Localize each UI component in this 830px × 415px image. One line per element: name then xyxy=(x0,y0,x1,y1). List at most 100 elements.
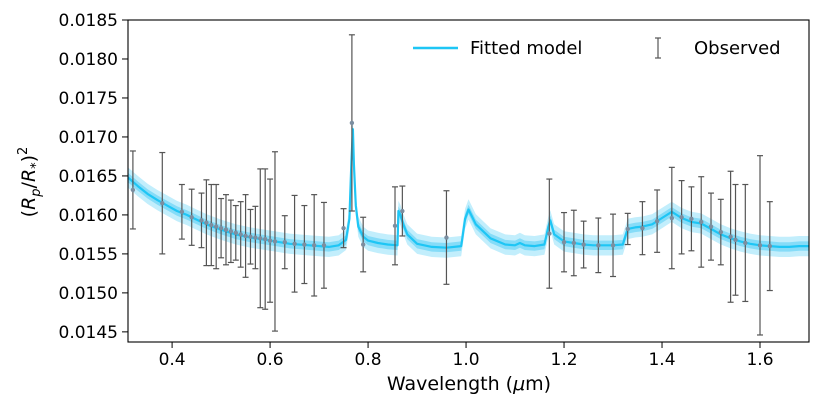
observed-marker xyxy=(654,218,660,224)
observed-series xyxy=(129,34,773,336)
observed-point xyxy=(639,201,646,256)
observed-marker xyxy=(302,242,307,247)
observed-marker xyxy=(547,231,552,236)
y-tick-label: 0.0180 xyxy=(59,50,118,70)
y-tick-label: 0.0175 xyxy=(59,89,118,109)
observed-point xyxy=(443,190,450,285)
observed-point xyxy=(717,198,724,266)
plot-area xyxy=(127,34,809,336)
y-tick-label: 0.0170 xyxy=(59,128,118,148)
observed-marker xyxy=(218,225,224,231)
x-axis-label: Wavelength (μm) xyxy=(387,373,551,395)
observed-marker xyxy=(292,241,297,246)
observed-marker xyxy=(282,240,287,245)
x-tick-label: 1.0 xyxy=(453,350,480,370)
observed-point xyxy=(218,197,225,259)
observed-marker xyxy=(610,243,616,248)
observed-marker xyxy=(699,219,704,225)
observed-marker xyxy=(262,236,268,242)
observed-marker xyxy=(596,243,601,248)
observed-marker xyxy=(561,240,567,245)
observed-marker xyxy=(571,240,577,246)
x-tick-label: 0.8 xyxy=(355,350,382,370)
y-tick-label: 0.0150 xyxy=(59,284,118,304)
x-tick-label: 1.2 xyxy=(551,350,578,370)
observed-marker xyxy=(718,229,724,235)
observed-point xyxy=(757,155,764,336)
observed-point xyxy=(232,204,239,261)
observed-point xyxy=(237,201,244,268)
legend-observed-swatch xyxy=(655,37,661,59)
observed-marker xyxy=(743,240,748,246)
observed-marker xyxy=(179,209,185,214)
observed-point xyxy=(247,208,254,265)
observed-point xyxy=(348,34,355,212)
y-axis-ticks: 0.0145 0.0150 0.0155 0.0160 0.0165 0.0170 0.01… xyxy=(59,11,128,343)
legend-observed-label: Observed xyxy=(694,38,781,59)
legend-model-label: Fitted model xyxy=(470,38,582,59)
observed-marker xyxy=(223,227,229,232)
observed-point xyxy=(198,192,205,249)
observed-marker xyxy=(757,243,763,248)
observed-point xyxy=(766,201,773,292)
observed-marker xyxy=(209,222,214,228)
observed-point xyxy=(392,186,399,266)
observed-point xyxy=(678,180,685,255)
observed-marker xyxy=(444,235,449,240)
x-tick-label: 0.4 xyxy=(159,350,186,370)
model-uncertainty-band-inner xyxy=(128,124,809,253)
observed-point xyxy=(178,183,185,240)
observed-point xyxy=(654,189,661,253)
observed-point xyxy=(213,183,220,270)
observed-marker xyxy=(204,220,209,225)
observed-marker xyxy=(669,215,675,221)
y-tick-label: 0.0145 xyxy=(59,323,118,343)
observed-marker xyxy=(341,225,346,231)
observed-point xyxy=(159,151,166,255)
observed-marker xyxy=(392,223,398,229)
observed-marker xyxy=(233,230,238,236)
observed-point xyxy=(252,205,259,270)
observed-point xyxy=(129,150,136,230)
observed-point xyxy=(271,151,278,332)
observed-marker xyxy=(253,235,258,240)
observed-marker xyxy=(311,243,317,248)
observed-point xyxy=(688,186,695,252)
x-tick-label: 0.6 xyxy=(257,350,284,370)
observed-point xyxy=(561,211,568,273)
y-tick-label: 0.0155 xyxy=(59,245,118,265)
observed-marker xyxy=(243,233,248,239)
y-tick-label: 0.0185 xyxy=(59,11,118,31)
observed-marker xyxy=(349,120,355,126)
x-tick-label: 1.6 xyxy=(746,350,773,370)
observed-marker xyxy=(733,237,738,243)
observed-marker xyxy=(272,239,278,244)
x-axis-label-unit: μ xyxy=(512,373,525,395)
observed-marker xyxy=(360,242,366,247)
observed-marker xyxy=(189,215,194,220)
observed-point xyxy=(546,178,553,289)
observed-marker xyxy=(689,216,694,222)
observed-marker xyxy=(248,234,253,239)
observed-point xyxy=(595,217,602,274)
observed-point xyxy=(208,183,215,267)
observed-point xyxy=(291,194,298,293)
observed-marker xyxy=(321,243,327,248)
observed-point xyxy=(570,209,577,277)
observed-point xyxy=(698,176,705,268)
observed-point xyxy=(708,192,715,261)
observed-point xyxy=(399,185,406,237)
observed-marker xyxy=(238,232,243,237)
observed-marker xyxy=(708,224,714,229)
observed-point xyxy=(668,166,675,270)
observed-marker xyxy=(258,236,263,241)
observed-marker xyxy=(679,215,684,220)
observed-marker xyxy=(160,201,165,206)
observed-marker xyxy=(130,187,136,193)
x-axis-label-unit-end: m) xyxy=(525,373,551,395)
observed-marker xyxy=(640,225,645,231)
observed-marker xyxy=(267,238,273,243)
legend: Fitted model Observed xyxy=(413,37,781,59)
